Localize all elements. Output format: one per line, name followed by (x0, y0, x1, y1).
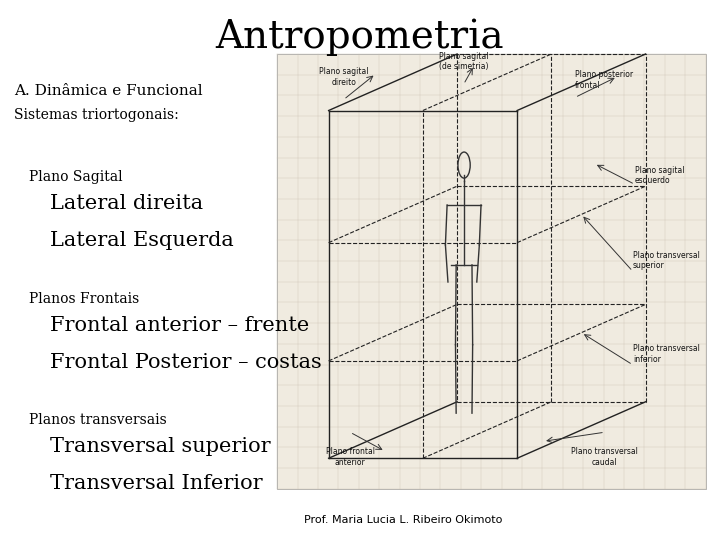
Text: Plano transversal
caudal: Plano transversal caudal (572, 448, 639, 467)
Text: A. Dinâmica e Funcional: A. Dinâmica e Funcional (14, 84, 203, 98)
Text: Plano transversal
inferior: Plano transversal inferior (633, 344, 700, 363)
Text: Planos transversais: Planos transversais (29, 413, 166, 427)
Text: Plano frontal
anterior: Plano frontal anterior (325, 448, 374, 467)
Text: Transversal Inferior: Transversal Inferior (50, 474, 263, 493)
Text: Frontal anterior – frente: Frontal anterior – frente (50, 316, 310, 335)
Text: Prof. Maria Lucia L. Ribeiro Okimoto: Prof. Maria Lucia L. Ribeiro Okimoto (304, 515, 503, 525)
Text: Lateral direita: Lateral direita (50, 194, 204, 213)
Text: Planos Frontais: Planos Frontais (29, 292, 139, 306)
Text: Plano sagital
(de simetria): Plano sagital (de simetria) (438, 52, 488, 71)
Bar (277, 54, 706, 489)
Text: Lateral Esquerda: Lateral Esquerda (50, 231, 234, 250)
Text: Plano transversal
superior: Plano transversal superior (633, 251, 700, 270)
Text: Sistemas triortogonais:: Sistemas triortogonais: (14, 108, 179, 122)
Text: Plano sagital
direito: Plano sagital direito (319, 67, 369, 86)
Text: Plano posterior
frontal: Plano posterior frontal (575, 70, 633, 90)
Text: Transversal superior: Transversal superior (50, 437, 271, 456)
Text: Plano sagital
esquerdo: Plano sagital esquerdo (635, 166, 685, 185)
Text: Antropometria: Antropometria (216, 19, 504, 56)
Text: Frontal Posterior – costas: Frontal Posterior – costas (50, 353, 322, 372)
Text: Plano Sagital: Plano Sagital (29, 170, 122, 184)
